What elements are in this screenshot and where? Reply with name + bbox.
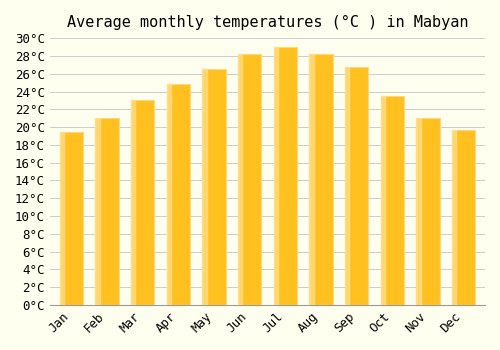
Bar [131,100,135,305]
Bar [60,132,64,305]
Title: Average monthly temperatures (°C ) in Mabyan: Average monthly temperatures (°C ) in Ma… [66,15,468,30]
Bar [96,118,100,305]
Bar [345,66,349,305]
Bar [60,132,83,305]
Bar [166,84,190,305]
Bar [166,84,171,305]
Bar [238,54,261,305]
Bar [380,96,404,305]
Bar [310,54,314,305]
Bar [416,118,420,305]
Bar [96,118,118,305]
Bar [202,69,226,305]
Bar [452,130,475,305]
Bar [380,96,385,305]
Bar [416,118,440,305]
Bar [310,54,332,305]
Bar [452,130,456,305]
Bar [345,66,368,305]
Bar [274,47,297,305]
Bar [202,69,206,305]
Bar [274,47,278,305]
Bar [131,100,154,305]
Bar [238,54,242,305]
